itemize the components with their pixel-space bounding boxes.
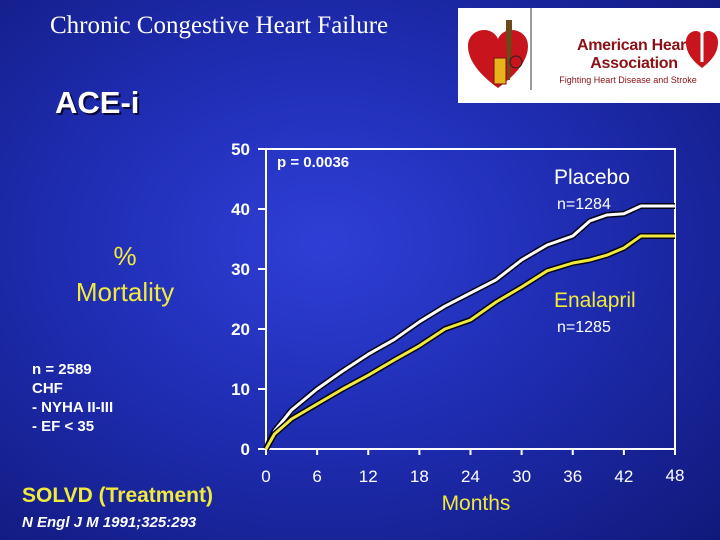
study-line: - EF < 35	[32, 418, 95, 435]
aha-org-name: American Heart Association	[559, 37, 709, 73]
x-tick-label: 42	[614, 467, 633, 486]
series-shadow-placebo	[263, 203, 675, 451]
logo-divider	[530, 8, 532, 90]
y-axis-label-block: % Mortality	[40, 238, 210, 310]
x-tick-label: 30	[512, 467, 531, 486]
citation: N Engl J M 1991;325:293	[22, 514, 197, 531]
series-label-placebo: Placebo	[554, 166, 630, 189]
y-tick-label: 0	[241, 440, 250, 459]
y-tick-label: 30	[231, 260, 250, 279]
y-tick-label: 50	[231, 140, 250, 159]
x-axis-label: Months	[442, 492, 511, 515]
y-tick-label: 20	[231, 320, 250, 339]
aha-name-line2: Association	[590, 55, 678, 72]
x-tick-label: 36	[563, 467, 582, 486]
y-tick-label: 10	[231, 380, 250, 399]
series-line-placebo	[264, 204, 675, 450]
study-line: CHF	[32, 380, 63, 397]
series-line-enalapril	[264, 234, 675, 450]
x-tick-label: 48	[666, 466, 685, 485]
aha-tagline: Fighting Heart Disease and Stroke	[559, 75, 697, 85]
x-tick-label: 0	[261, 467, 270, 486]
x-tick-label: 24	[461, 467, 480, 486]
study-line: n = 2589	[32, 361, 92, 378]
y-tick-label: 40	[231, 200, 250, 219]
series-n-placebo: n=1284	[557, 196, 611, 213]
y-axis-label: Mortality	[75, 277, 175, 307]
study-info: n = 2589 CHF - NYHA II-III - EF < 35	[32, 360, 113, 436]
series-shadow-enalapril	[263, 233, 675, 451]
slide-header-title: Chronic Congestive Heart Failure	[50, 12, 389, 39]
x-tick-label: 12	[359, 467, 378, 486]
aha-heart-torch-icon	[686, 24, 718, 68]
heart-torch-icon	[468, 20, 528, 88]
trial-name: SOLVD (Treatment)	[22, 484, 213, 507]
series-n-enalapril: n=1285	[557, 319, 611, 336]
y-axis-unit: %	[113, 241, 137, 271]
p-value-annotation: p = 0.0036	[277, 154, 349, 171]
aha-name-line1: American Heart	[576, 37, 692, 54]
study-line: - NYHA II-III	[32, 399, 114, 416]
x-tick-label: 6	[312, 467, 321, 486]
slide-subtitle: ACE-i	[55, 85, 140, 120]
series-label-enalapril: Enalapril	[554, 289, 636, 312]
x-tick-label: 18	[410, 467, 429, 486]
